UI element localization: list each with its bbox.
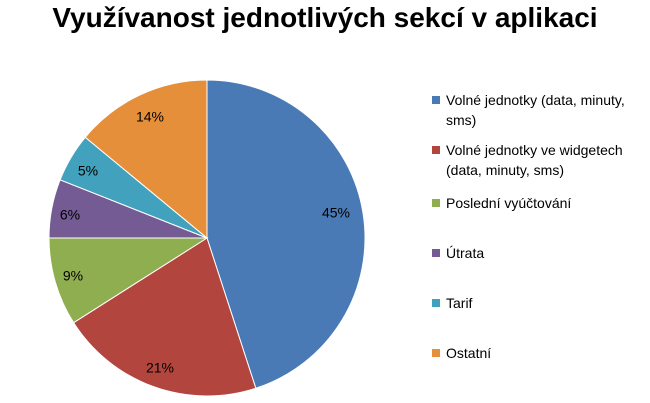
legend-item-utrata: Útrata bbox=[432, 243, 646, 263]
legend-label: Poslední vyúčtování bbox=[446, 195, 572, 211]
chart-title: Využívanost jednotlivých sekcí v aplikac… bbox=[52, 2, 598, 33]
pie-slice-posledni-vyuctovani bbox=[48, 237, 209, 324]
legend-item-volne-jednotky-data-minuty-sms: Volné jednotky (data, minuty, sms) bbox=[432, 90, 646, 130]
pie-slice-ostatni bbox=[84, 79, 208, 240]
legend-label: Volné jednotky (data, minuty, sms) bbox=[446, 92, 625, 128]
data-label-utrata: 6% bbox=[60, 207, 80, 223]
pie-slice-volne-jednotky-data-minuty-sms bbox=[206, 79, 366, 389]
legend-swatch bbox=[432, 146, 440, 154]
pie-slice-volne-jednotky-ve-widgetech-data-minuty-sms bbox=[72, 237, 257, 397]
data-label-tarif: 5% bbox=[78, 163, 98, 179]
data-label-volne-jednotky-data-minuty-sms: 45% bbox=[322, 205, 350, 221]
legend-item-volne-jednotky-ve-widgetech-data-minuty-sms: Volné jednotky ve widgetech (data, minut… bbox=[432, 140, 646, 180]
legend-item-ostatni: Ostatní bbox=[432, 343, 646, 363]
legend-swatch bbox=[432, 96, 440, 104]
legend-label: Volné jednotky ve widgetech (data, minut… bbox=[446, 142, 623, 178]
legend-item-posledni-vyuctovani: Poslední vyúčtování bbox=[432, 193, 646, 213]
data-label-volne-jednotky-ve-widgetech-data-minuty-sms: 21% bbox=[146, 360, 174, 376]
data-label-ostatni: 14% bbox=[136, 109, 164, 125]
legend-label: Ostatní bbox=[446, 345, 492, 361]
legend-swatch bbox=[432, 349, 440, 357]
data-label-posledni-vyuctovani: 9% bbox=[63, 268, 83, 284]
legend-label: Tarif bbox=[446, 295, 473, 311]
legend-item-tarif: Tarif bbox=[432, 293, 646, 313]
legend-swatch bbox=[432, 299, 440, 307]
legend-label: Útrata bbox=[446, 245, 485, 261]
legend-swatch bbox=[432, 249, 440, 257]
legend-swatch bbox=[432, 199, 440, 207]
